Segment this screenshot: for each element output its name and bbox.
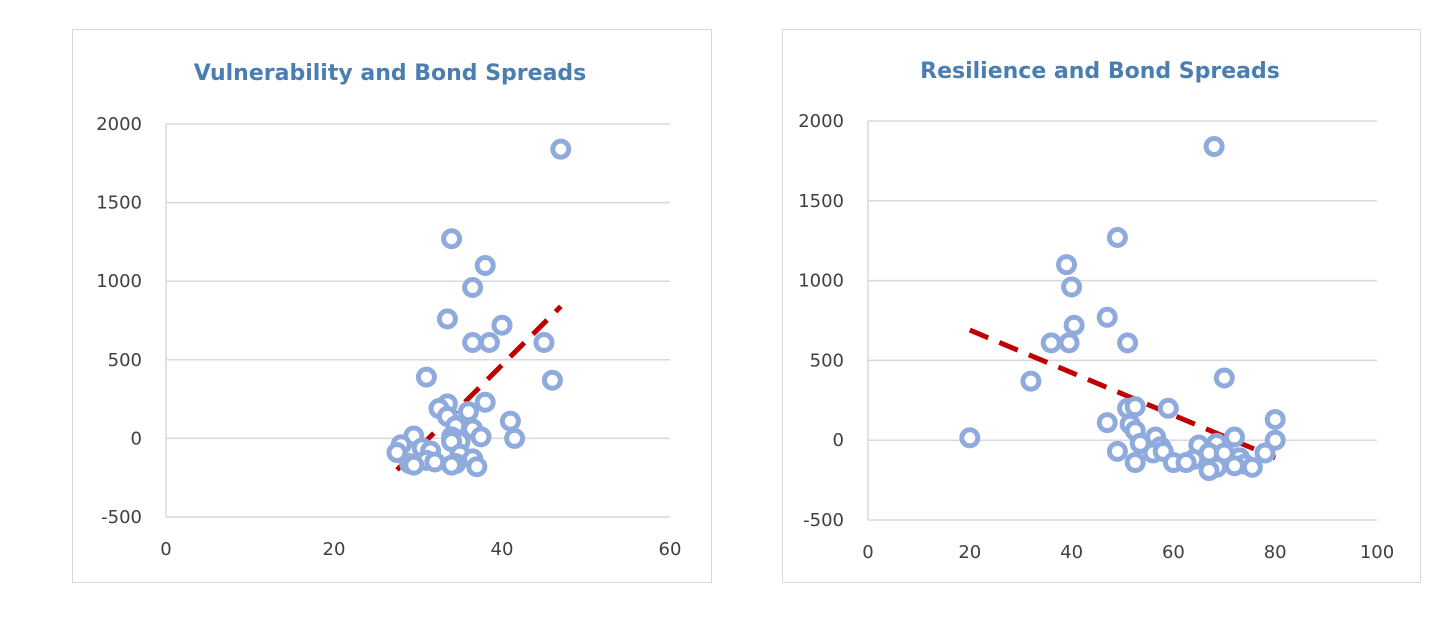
data-point [959,427,981,449]
data-point [1106,440,1128,462]
data-point [1124,396,1146,418]
data-point [1223,426,1245,448]
data-point [436,308,458,330]
x-tick-label: 40 [491,539,514,560]
y-tick-label: 2000 [798,111,844,132]
data-point [470,426,492,448]
data-point [1061,276,1083,298]
data-point [1040,332,1062,354]
x-tick-label: 60 [659,539,682,560]
x-tick-label: 0 [862,542,873,563]
y-tick-label: -500 [803,510,844,531]
y-tick-label: 500 [810,350,844,371]
data-point [474,391,496,413]
data-point [1117,332,1139,354]
data-point [541,369,563,391]
chart-title: Vulnerability and Bond Spreads [194,61,587,86]
data-point [1213,367,1235,389]
data-point [491,314,513,336]
data-point [386,442,408,464]
scatter-chart-resilience: Resilience and Bond Spreads2000150010005… [798,59,1394,563]
y-tick-label: 0 [131,428,142,449]
data-point [1223,455,1245,477]
x-tick-label: 40 [1060,542,1083,563]
x-tick-label: 100 [1360,542,1394,563]
data-point [1020,370,1042,392]
data-point [499,410,521,432]
y-tick-label: 500 [108,350,142,371]
chart-panel-vulnerability: Vulnerability and Bond Spreads 2000 1500 10… [72,29,712,583]
data-point [1241,456,1263,478]
data-point [1058,332,1080,354]
x-tick-label: 20 [958,542,981,563]
data-point [462,332,484,354]
data-point [1157,397,1179,419]
data-point [441,228,463,250]
data-point [504,427,526,449]
data-point [1056,254,1078,276]
y-tick-label: 1500 [96,193,142,214]
data-point [1203,136,1225,158]
data-point [1063,314,1085,336]
data-point [550,138,572,160]
data-point [415,366,437,388]
data-point [1198,460,1220,482]
y-tick-label: 1000 [96,271,142,292]
y-tick-label: 1000 [798,271,844,292]
x-tick-label: 60 [1162,542,1185,563]
x-tick-label: 0 [160,539,171,560]
data-point [1254,442,1276,464]
data-point [403,454,425,476]
chart-panel-resilience: Resilience and Bond Spreads 2000 1500 1000 5… [782,29,1421,583]
scatter-chart-vulnerability: Vulnerability and Bond Spreads2000150010… [96,61,682,560]
data-point [1264,429,1286,451]
data-point [533,332,555,354]
data-point [466,456,488,478]
data-point [1175,452,1197,474]
data-point [1124,452,1146,474]
chart-title: Resilience and Bond Spreads [920,59,1280,84]
data-point [1106,227,1128,249]
y-tick-label: 2000 [96,114,142,135]
data-point [424,451,446,473]
data-point [1096,412,1118,434]
y-tick-label: 1500 [798,191,844,212]
data-point [441,454,463,476]
data-point [1264,408,1286,430]
data-point [1096,306,1118,328]
x-tick-label: 20 [323,539,346,560]
x-tick-label: 80 [1264,542,1287,563]
data-point [474,254,496,276]
y-tick-label: 0 [833,430,844,451]
data-point [478,332,500,354]
data-point [462,276,484,298]
data-point [457,401,479,423]
y-tick-label: -500 [101,507,142,528]
